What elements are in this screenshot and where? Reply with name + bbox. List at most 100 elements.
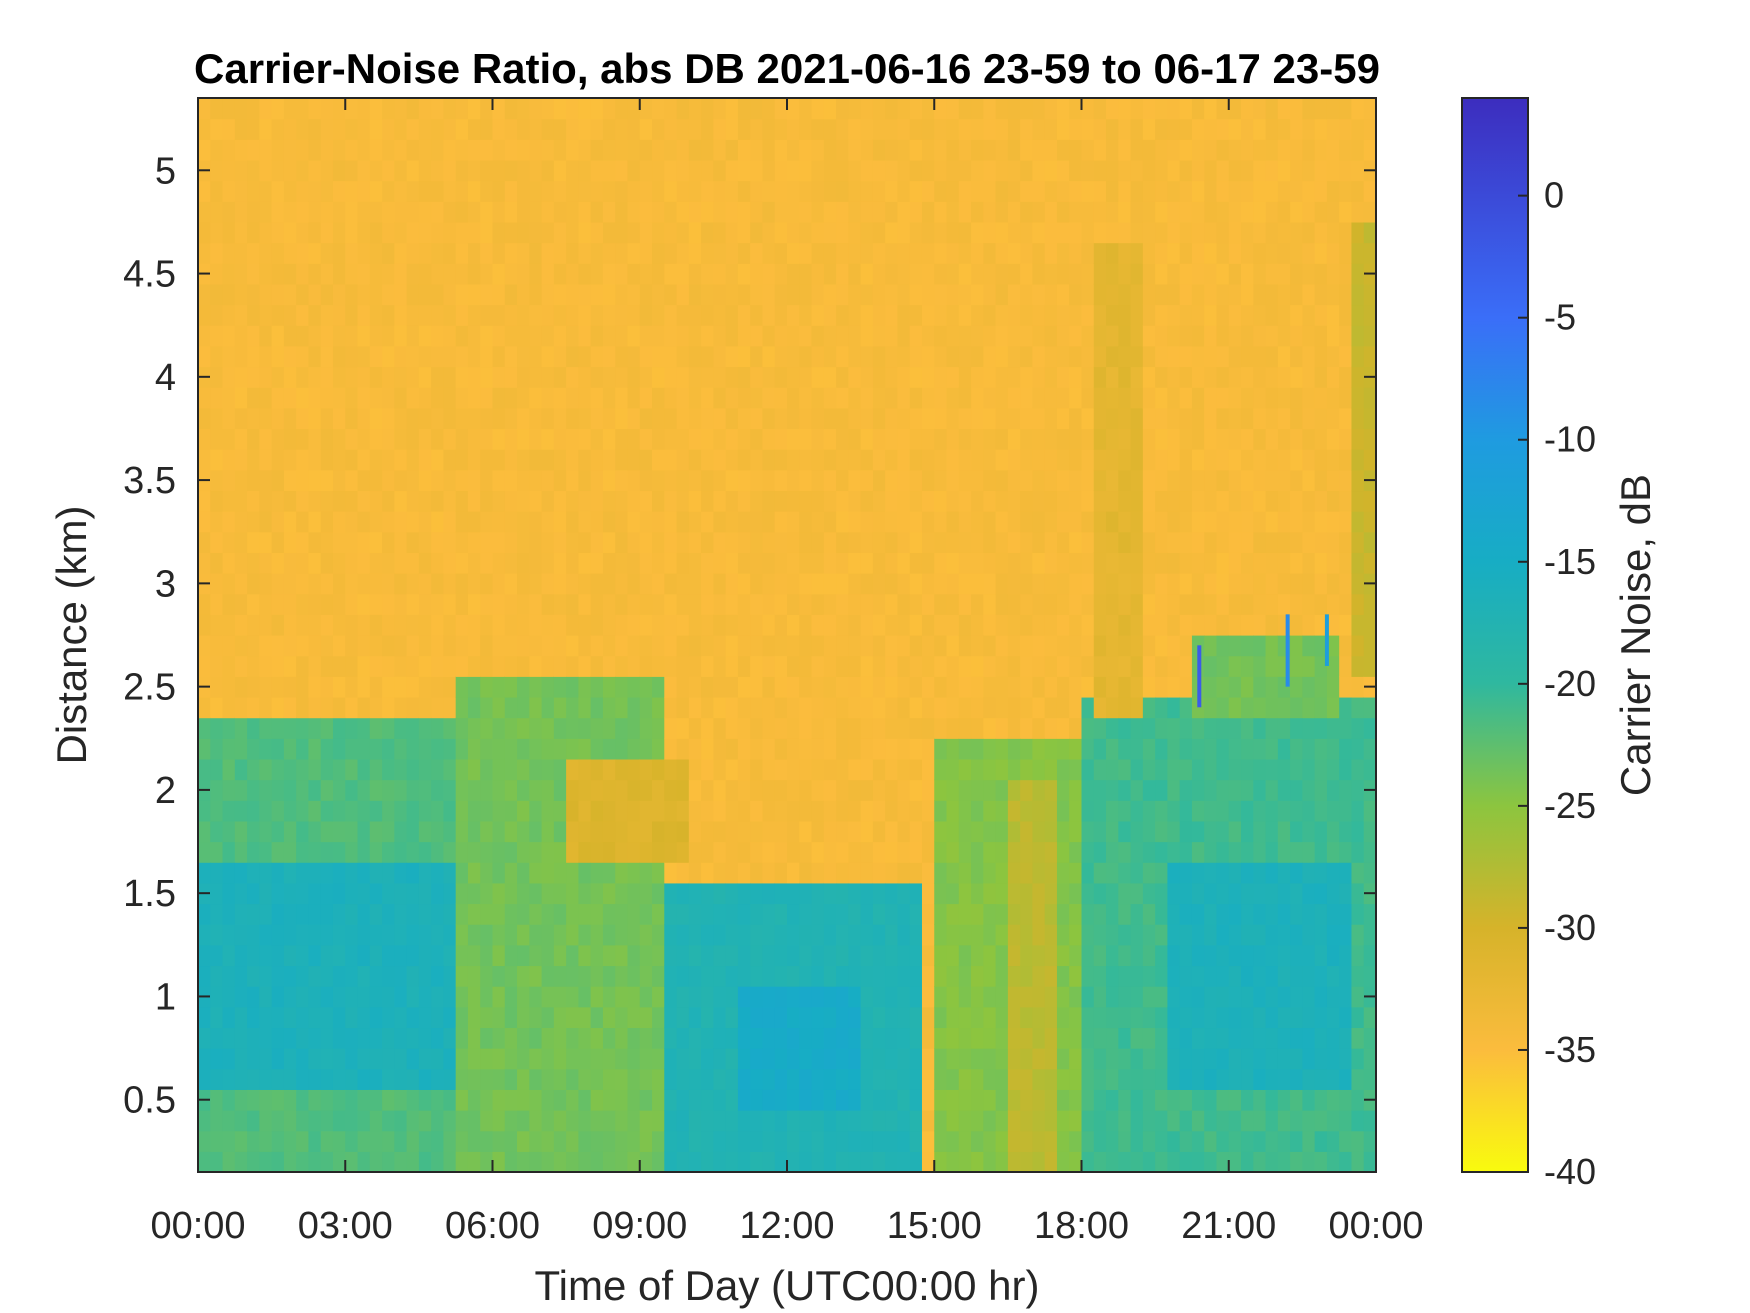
heatmap-cell [725, 903, 739, 925]
heatmap-cell [1290, 593, 1303, 615]
heatmap-cell [467, 965, 481, 987]
heatmap-cell [234, 118, 248, 140]
heatmap-cell [553, 800, 567, 822]
heatmap-cell [688, 1027, 702, 1049]
heatmap-cell [1277, 180, 1291, 202]
heatmap-cell [995, 593, 1009, 615]
heatmap-cell [971, 1110, 984, 1132]
heatmap-cell [1142, 758, 1156, 781]
heatmap-cell [1167, 696, 1181, 719]
heatmap-cell [836, 469, 849, 492]
heatmap-cell [1302, 449, 1316, 471]
heatmap-cell [541, 1151, 555, 1173]
heatmap-cell [1032, 676, 1046, 698]
heatmap-cell [799, 1089, 813, 1111]
heatmap-cell [198, 1068, 211, 1090]
heatmap-cell [369, 490, 383, 512]
heatmap-cell [504, 552, 518, 574]
heatmap-cell [885, 98, 899, 120]
heatmap-cell [1351, 696, 1365, 719]
heatmap-cell [1253, 676, 1267, 698]
heatmap-cell [1167, 1089, 1181, 1111]
heatmap-cell [909, 449, 923, 471]
heatmap-cell [1339, 573, 1353, 595]
heatmap-cell [1106, 924, 1119, 946]
heatmap-cell [1155, 387, 1168, 409]
heatmap-cell [283, 800, 297, 822]
heatmap-cell [431, 841, 445, 863]
heatmap-cell [271, 242, 285, 264]
heatmap-cell [332, 387, 346, 409]
heatmap-cell [946, 511, 960, 533]
heatmap-cell [823, 552, 837, 574]
heatmap-cell [247, 1089, 260, 1111]
heatmap-cell [946, 449, 960, 471]
heatmap-cell [1216, 511, 1230, 533]
heatmap-cell [210, 387, 224, 409]
heatmap-cell [921, 139, 935, 161]
heatmap-cell [1130, 758, 1144, 781]
heatmap-cell [688, 635, 702, 657]
heatmap-cell [1351, 820, 1365, 843]
heatmap-cell [504, 676, 518, 698]
heatmap-cell [725, 779, 739, 801]
heatmap-cell [529, 1110, 543, 1132]
heatmap-cell [234, 820, 248, 843]
heatmap-cell [271, 428, 285, 450]
heatmap-cell [725, 221, 739, 244]
heatmap-cell [1253, 573, 1267, 595]
heatmap-cell [529, 635, 543, 657]
heatmap-cell [664, 820, 678, 843]
heatmap-cell [1020, 490, 1034, 512]
heatmap-cell [860, 531, 874, 553]
heatmap-cell [787, 738, 800, 760]
heatmap-cell [983, 118, 997, 140]
heatmap-cell [995, 201, 1009, 223]
heatmap-cell [725, 717, 739, 739]
heatmap-cell [1032, 882, 1046, 905]
heatmap-cell [1069, 180, 1083, 202]
heatmap-cell [983, 944, 997, 967]
heatmap-cell [259, 841, 273, 863]
heatmap-cell [639, 387, 653, 409]
heatmap-cell [1216, 283, 1230, 306]
heatmap-cell [725, 1027, 739, 1049]
heatmap-cell [934, 159, 948, 182]
heatmap-cell [1302, 924, 1316, 946]
heatmap-cell [443, 118, 457, 140]
heatmap-cell [332, 345, 346, 368]
heatmap-cell [578, 180, 592, 202]
heatmap-cell [676, 841, 690, 863]
heatmap-cell [713, 1027, 727, 1049]
heatmap-cell [1118, 1048, 1132, 1070]
heatmap-cell [872, 118, 886, 140]
heatmap-cell [271, 283, 285, 306]
heatmap-cell [517, 1130, 530, 1152]
heatmap-cell [983, 407, 997, 430]
heatmap-cell [418, 531, 432, 553]
heatmap-cell [1069, 758, 1083, 781]
heatmap-cell [529, 201, 543, 223]
heatmap-cell [811, 1130, 825, 1152]
heatmap-cell [737, 531, 751, 553]
heatmap-cell [1056, 944, 1070, 967]
heatmap-cell [615, 1110, 629, 1132]
heatmap-cell [713, 635, 727, 657]
heatmap-cell [1093, 366, 1107, 388]
heatmap-cell [578, 841, 592, 863]
heatmap-cell [1044, 676, 1058, 698]
heatmap-cell [1363, 139, 1377, 161]
heatmap-cell [823, 98, 837, 120]
heatmap-cell [369, 1006, 383, 1029]
heatmap-cell [1093, 1006, 1107, 1029]
heatmap-cell [259, 1089, 273, 1111]
heatmap-cell [590, 242, 604, 264]
heatmap-cell [737, 283, 751, 306]
heatmap-cell [652, 139, 665, 161]
heatmap-cell [615, 882, 629, 905]
heatmap-cell [737, 118, 751, 140]
heatmap-cell [811, 449, 825, 471]
heatmap-cell [811, 779, 825, 801]
heatmap-cell [1290, 862, 1303, 884]
